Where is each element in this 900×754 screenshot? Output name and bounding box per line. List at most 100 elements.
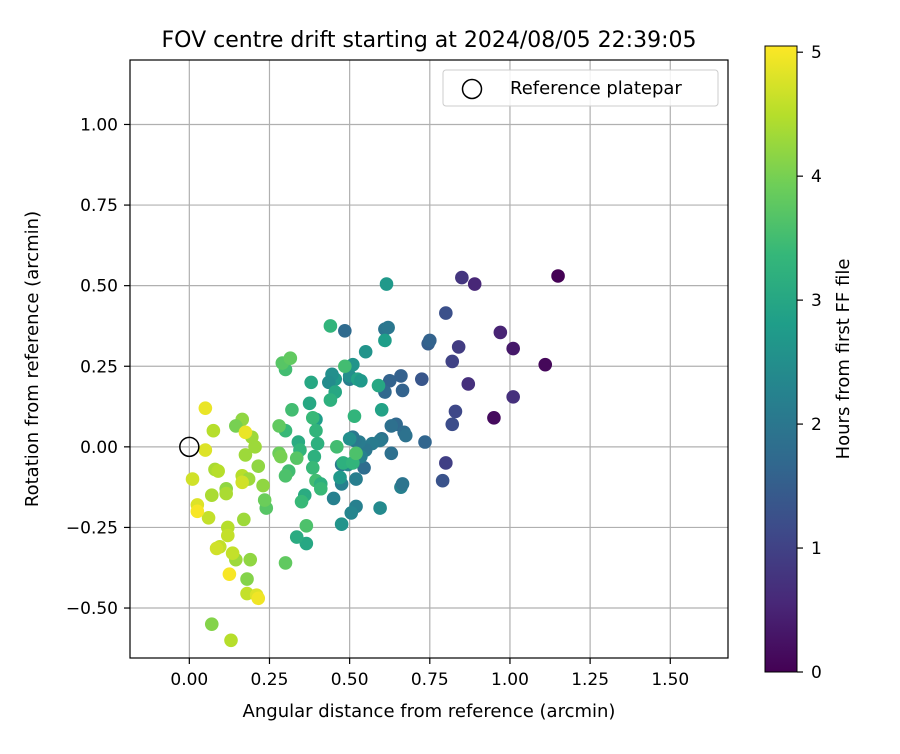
data-point	[349, 472, 363, 486]
data-point	[310, 436, 325, 451]
data-point	[190, 504, 205, 519]
data-point	[198, 401, 213, 415]
data-point	[493, 325, 508, 340]
data-point	[204, 488, 219, 503]
data-point	[283, 351, 298, 365]
legend-open-circle-icon	[461, 78, 483, 100]
data-point	[414, 372, 429, 386]
data-point	[395, 477, 410, 491]
colorbar-tick-label: 0	[811, 663, 822, 683]
data-point	[435, 473, 450, 488]
colorbar-ticks: 0 1 2 3 4 5	[797, 43, 822, 683]
data-point	[238, 448, 253, 462]
data-point	[240, 572, 254, 586]
y-tick-label: −0.25	[66, 518, 118, 538]
data-point	[285, 402, 299, 417]
data-point	[371, 378, 386, 393]
data-point	[289, 451, 304, 465]
data-point	[237, 512, 251, 527]
y-tick-label: 0.50	[80, 277, 118, 297]
data-point	[272, 419, 286, 433]
y-tick-label: −0.50	[66, 599, 118, 619]
x-tick-label: 0.25	[251, 670, 289, 690]
data-point	[373, 501, 387, 515]
data-point	[222, 567, 237, 581]
grid-lines	[130, 60, 728, 658]
x-tick-label: 1.25	[571, 670, 609, 690]
data-point	[394, 369, 408, 383]
data-point	[451, 340, 466, 354]
colorbar-tick-label: 5	[811, 43, 822, 63]
data-point	[309, 423, 323, 438]
data-point	[229, 419, 243, 433]
reference-platepar-marker	[179, 436, 200, 458]
data-point	[304, 375, 318, 390]
data-point	[338, 359, 352, 374]
data-point	[257, 493, 272, 507]
data-point	[307, 449, 322, 464]
data-point	[506, 341, 520, 356]
data-point	[326, 491, 341, 506]
x-axis-label: Angular distance from reference (arcmin)	[243, 701, 616, 722]
y-tick-label: 1.00	[80, 115, 118, 135]
legend-label: Reference platepar	[510, 78, 682, 99]
data-point	[374, 402, 389, 417]
colorbar-tick-label: 4	[811, 167, 822, 187]
x-tick-label: 0.75	[411, 670, 449, 690]
colorbar-gradient	[764, 45, 798, 673]
data-point	[461, 377, 476, 391]
data-point	[211, 464, 225, 478]
data-point	[344, 506, 359, 520]
x-tick-label: 0.50	[331, 670, 369, 690]
data-point	[185, 472, 200, 486]
data-point	[384, 446, 399, 461]
data-point	[321, 375, 336, 390]
data-point	[251, 459, 266, 473]
data-point	[347, 409, 362, 424]
data-point	[299, 536, 314, 551]
y-tick-label: 0.75	[80, 196, 118, 216]
data-point	[418, 435, 432, 449]
data-point	[384, 419, 399, 433]
data-point	[278, 469, 293, 483]
data-point	[455, 270, 469, 285]
data-point	[439, 456, 453, 470]
legend: Reference platepar	[442, 69, 719, 107]
data-point	[278, 556, 293, 570]
data-point	[382, 373, 397, 388]
y-tick-label: 0.00	[80, 438, 118, 458]
data-point	[302, 396, 317, 411]
data-point	[219, 486, 233, 501]
x-tick-label: 1.00	[491, 670, 529, 690]
data-point	[204, 617, 219, 631]
data-point	[334, 517, 349, 532]
data-point	[398, 428, 413, 443]
data-point	[313, 481, 328, 496]
data-point	[349, 446, 363, 461]
data-point	[323, 393, 338, 407]
y-tick-label: 0.25	[80, 357, 118, 377]
data-point	[224, 633, 238, 648]
y-axis-label: Rotation from reference (arcmin)	[22, 211, 43, 507]
data-point	[448, 404, 463, 419]
data-point	[551, 269, 565, 283]
data-point	[379, 277, 394, 291]
data-point	[251, 591, 266, 606]
data-point	[381, 320, 395, 335]
data-point	[209, 541, 224, 556]
data-point	[256, 478, 270, 493]
data-point	[238, 425, 253, 440]
colorbar-tick-label: 2	[811, 415, 822, 435]
data-point	[445, 354, 460, 369]
data-point	[330, 440, 344, 454]
data-point	[395, 383, 410, 398]
data-point	[206, 423, 221, 438]
data-point	[333, 470, 347, 485]
data-point	[445, 417, 460, 432]
data-point	[305, 411, 320, 425]
data-point	[423, 333, 437, 348]
data-point	[506, 390, 520, 404]
data-point	[201, 510, 216, 525]
